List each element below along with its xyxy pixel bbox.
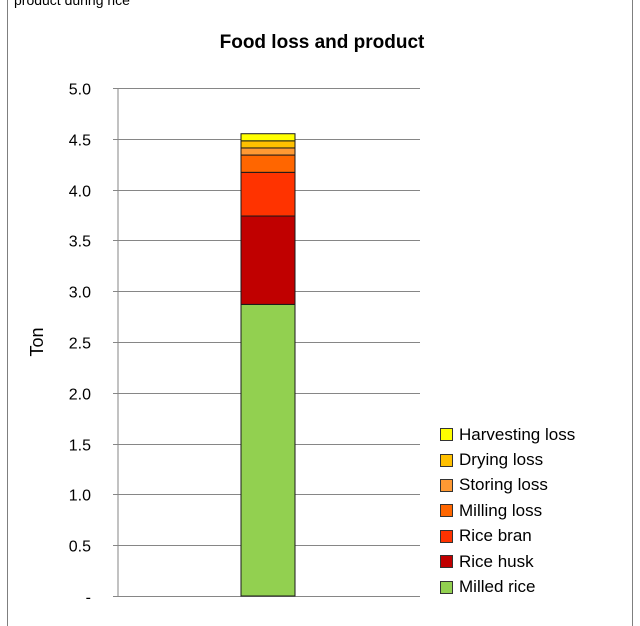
- legend-label: Drying loss: [459, 450, 544, 470]
- legend-item: Harvesting loss: [440, 422, 630, 447]
- legend: Harvesting loss Drying loss Storing loss Mi…: [440, 422, 630, 600]
- y-tick-label: 4.5: [69, 133, 91, 150]
- y-tick-label: -: [86, 590, 91, 607]
- y-tick-label: 3.0: [69, 285, 91, 302]
- y-tick-label: 2.5: [69, 336, 91, 353]
- y-tick-labels: - 0.5 1.0 1.5 2.0 2.5 3.0 3.5 4.0 4.5 5.0: [69, 82, 91, 607]
- legend-item: Milled rice: [440, 574, 630, 599]
- y-tick-label: 0.5: [69, 539, 91, 556]
- legend-item: Drying loss: [440, 447, 630, 472]
- y-tick-label: 2.0: [69, 387, 91, 404]
- caption-fragment: product during rice: [14, 0, 130, 8]
- legend-label: Milled rice: [459, 577, 536, 597]
- legend-swatch: [440, 428, 453, 442]
- bar-segment-rice-husk: [240, 215, 296, 305]
- legend-label: Harvesting loss: [459, 424, 576, 444]
- legend-label: Rice husk: [459, 551, 534, 571]
- bar-segment-milled-rice: [240, 303, 296, 597]
- legend-swatch: [440, 453, 453, 467]
- legend-item: Storing loss: [440, 473, 630, 498]
- bar-segment-harvesting-loss: [240, 133, 296, 142]
- y-tick-label: 3.5: [69, 234, 91, 251]
- y-tick-label: 1.0: [69, 488, 91, 505]
- y-tick-label: 5.0: [69, 82, 91, 99]
- stacked-bar: [240, 133, 296, 597]
- y-tick-label: 4.0: [69, 184, 91, 201]
- legend-label: Milling loss: [459, 500, 543, 520]
- legend-item: Rice husk: [440, 549, 630, 574]
- bar-segment-storing-loss: [240, 147, 296, 156]
- bar-segment-drying-loss: [240, 140, 296, 149]
- y-tick-label: 1.5: [69, 438, 91, 455]
- y-axis-label: Ton: [27, 327, 47, 356]
- legend-swatch: [440, 555, 453, 569]
- bar-segment-rice-bran: [240, 171, 296, 217]
- legend-item: Rice bran: [440, 524, 630, 549]
- legend-label: Rice bran: [459, 526, 532, 546]
- chart-title: Food loss and product: [220, 32, 425, 53]
- legend-swatch: [440, 504, 453, 518]
- legend-swatch: [440, 478, 453, 492]
- bar-segment-milling-loss: [240, 154, 296, 173]
- legend-label: Storing loss: [459, 475, 548, 495]
- legend-item: Milling loss: [440, 498, 630, 523]
- legend-swatch: [440, 529, 453, 543]
- legend-swatch: [440, 580, 453, 594]
